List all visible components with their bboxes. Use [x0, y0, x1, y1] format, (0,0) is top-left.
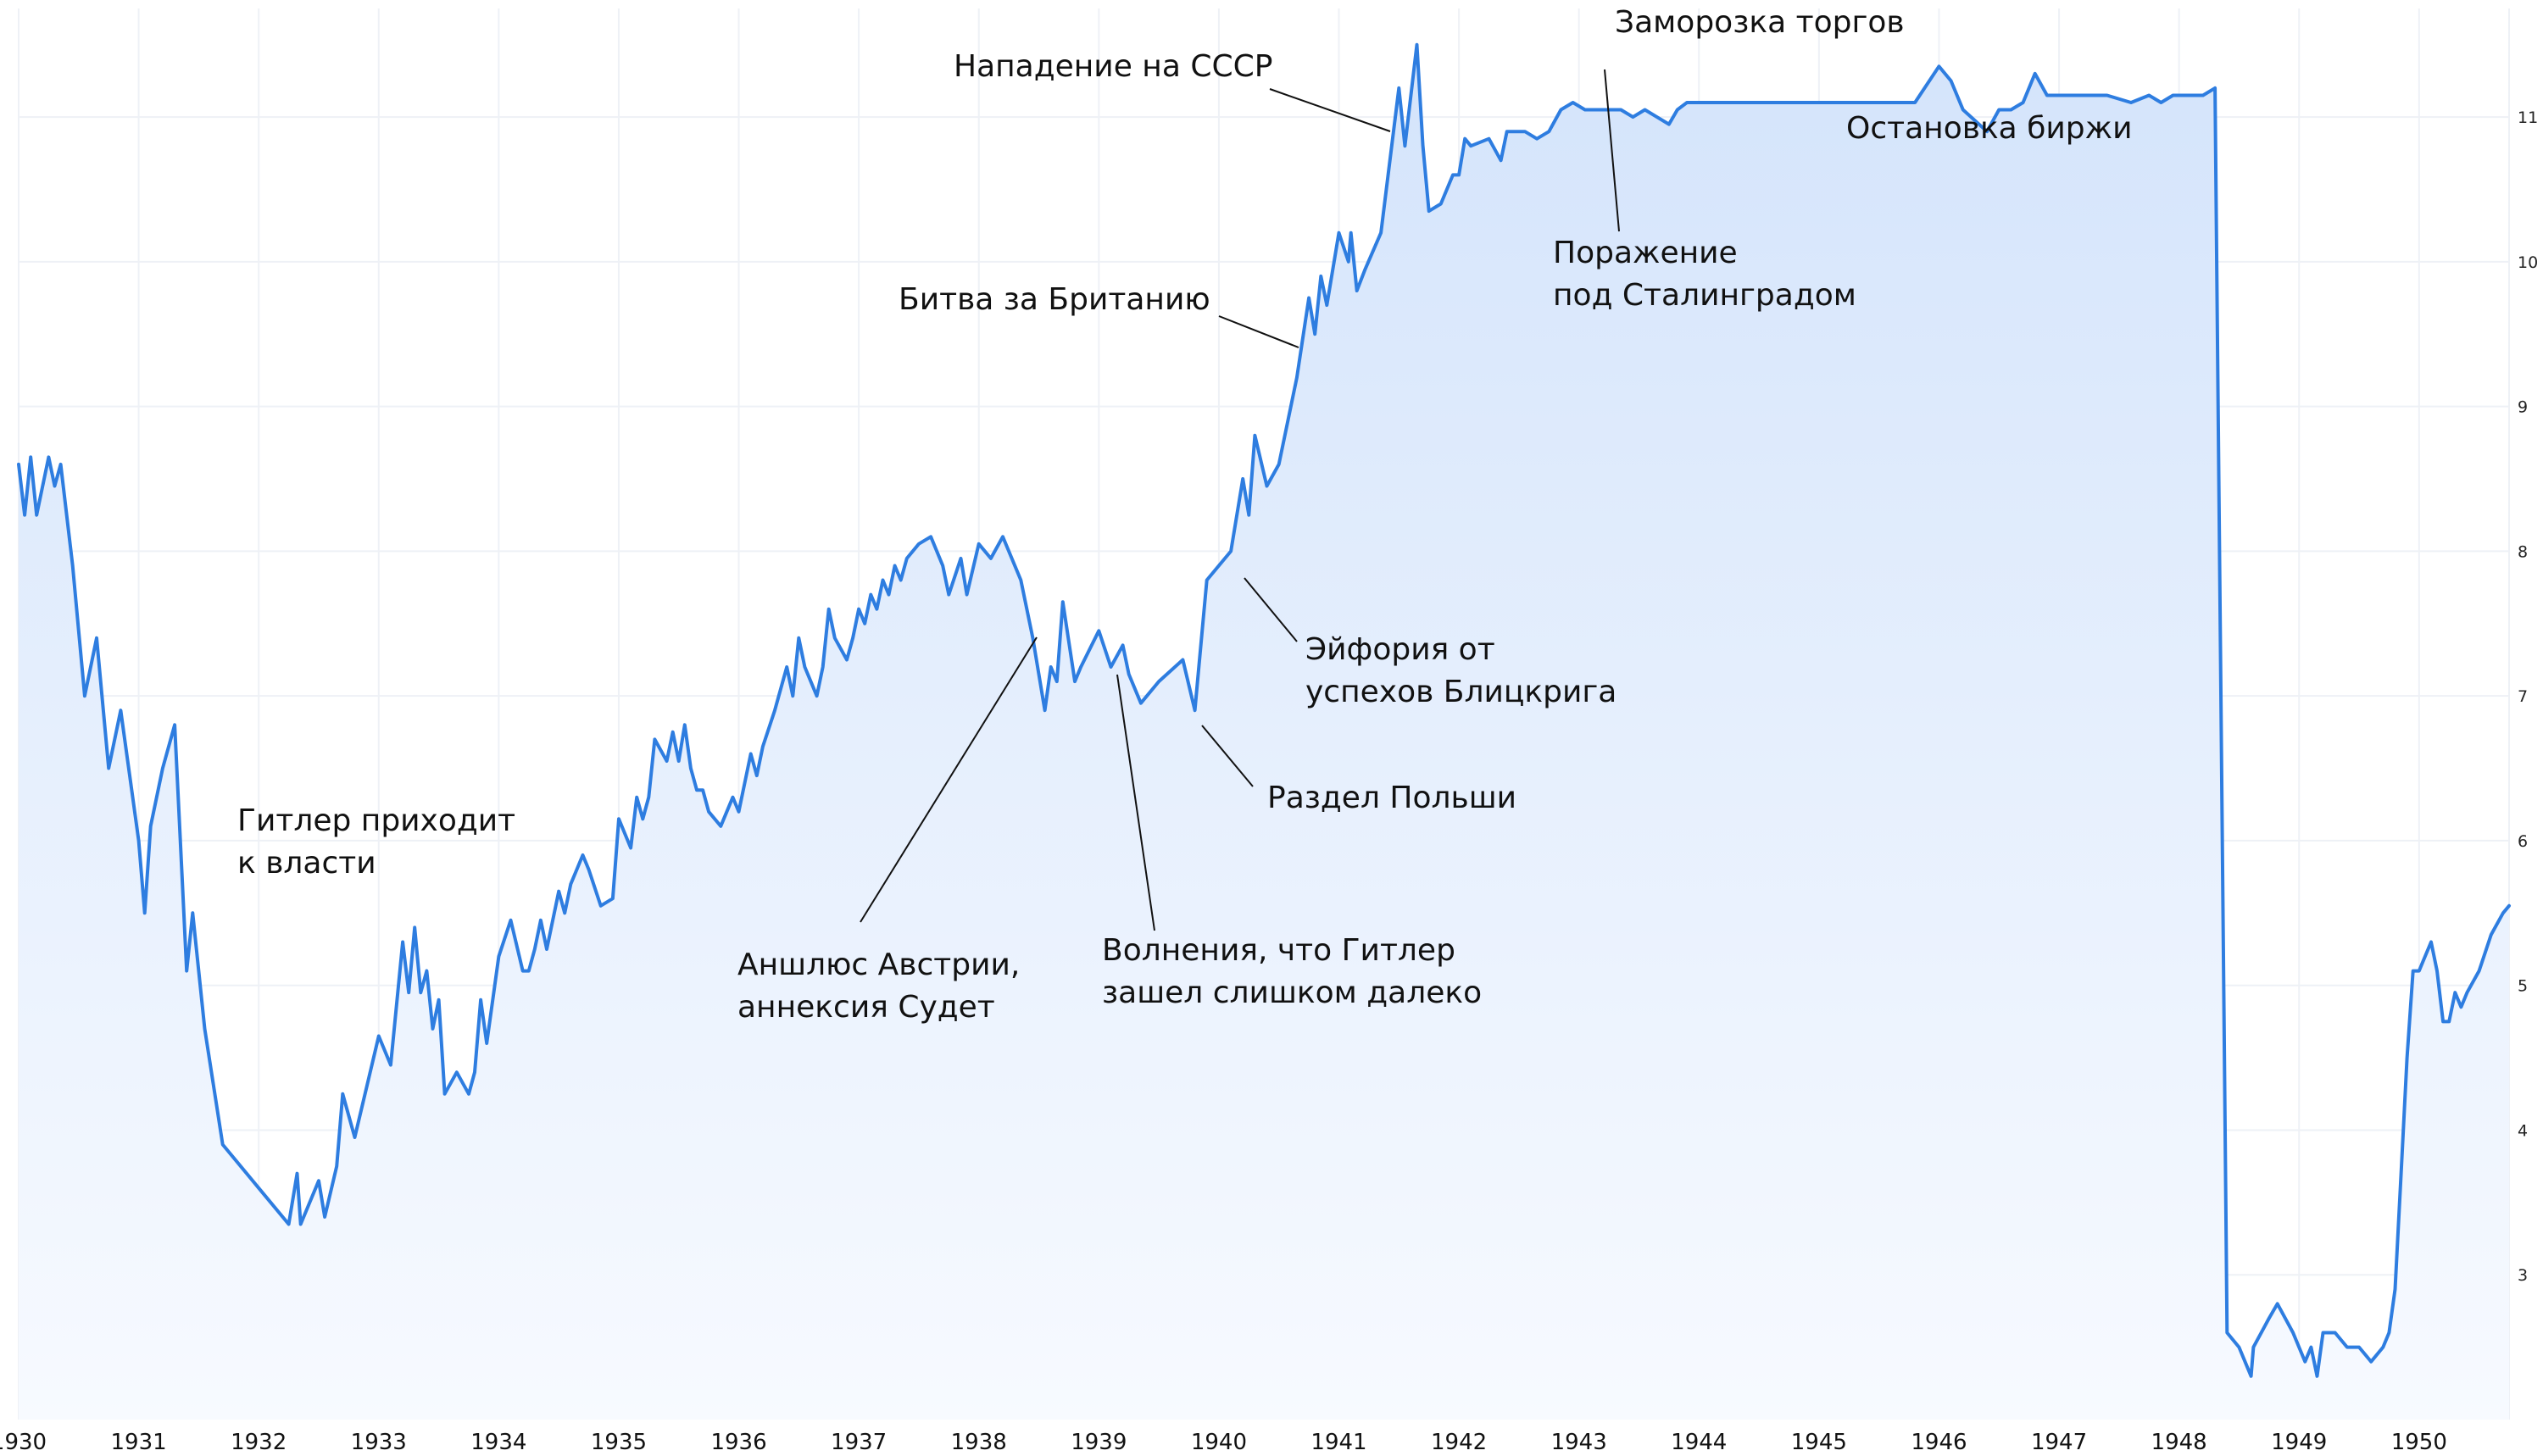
- x-tick-label: 1942: [1431, 1430, 1487, 1455]
- annotation-label: Гитлер приходит к власти: [237, 803, 515, 881]
- y-tick-label: 3: [2518, 1266, 2528, 1285]
- x-tick-label: 1939: [1071, 1430, 1127, 1455]
- y-tick-label: 5: [2518, 977, 2528, 996]
- x-tick-label: 1935: [591, 1430, 647, 1455]
- series-area: [19, 44, 2509, 1420]
- annotation-label: Битва за Британию: [899, 282, 1210, 317]
- annotation-label: Остановка биржи: [1846, 111, 2132, 146]
- x-tick-label: 1940: [1191, 1430, 1247, 1455]
- y-tick-label: 7: [2518, 687, 2528, 706]
- annotation-leader-line: [1201, 725, 1254, 787]
- x-tick-label: 1946: [1911, 1430, 1967, 1455]
- annotation-leaders: [860, 69, 1620, 931]
- annotation-leader-line: [1604, 69, 1620, 232]
- annotation-label: Аншлюс Австрии, аннексия Судет: [737, 948, 1020, 1025]
- x-tick-label: 1944: [1671, 1430, 1727, 1455]
- annotation-label: Нападение на СССР: [954, 49, 1272, 84]
- annotation-leader-line: [860, 636, 1038, 923]
- x-tick-label: 1938: [951, 1430, 1007, 1455]
- x-tick-label: 1949: [2271, 1430, 2327, 1455]
- x-tick-label: 1950: [2391, 1430, 2447, 1455]
- annotation-label: Заморозка торгов: [1615, 5, 1905, 40]
- x-tick-label: 1947: [2031, 1430, 2087, 1455]
- x-tick-label: 1943: [1551, 1430, 1607, 1455]
- series-line: [17, 42, 2511, 1378]
- annotation-label: Эйфория от успехов Блицкрига: [1305, 632, 1617, 709]
- annotation-leader-line: [1244, 577, 1298, 642]
- x-tick-label: 1945: [1791, 1430, 1847, 1455]
- y-tick-label: 9: [2518, 398, 2528, 417]
- x-tick-label: 1932: [231, 1430, 287, 1455]
- y-tick-label: 4: [2518, 1121, 2528, 1140]
- x-tick-label: 1936: [710, 1430, 766, 1455]
- x-tick-label: 1934: [470, 1430, 526, 1455]
- x-tick-label: 1933: [351, 1430, 407, 1455]
- x-tick-label: 1937: [831, 1430, 887, 1455]
- x-tick-label: 1948: [2151, 1430, 2207, 1455]
- annotation-label: Поражение под Сталинградом: [1553, 236, 1856, 313]
- annotations: Гитлер приходит к власти Аншлюс Австрии, ан…: [237, 5, 2132, 1025]
- y-axis: 3 4 5 6 7 8 9 10 11: [2518, 108, 2538, 1285]
- y-tick-label: 6: [2518, 832, 2528, 851]
- y-tick-label: 11: [2518, 108, 2538, 127]
- area-layer: [17, 42, 2511, 1420]
- x-axis: 1930 1931 1932 1933 1934 1935 1936 1937 1938 1939…: [0, 1430, 2447, 1455]
- annotation-label: Волнения, что Гитлер зашел слишком далеко: [1102, 933, 1482, 1010]
- annotation-leader-line: [1116, 674, 1155, 931]
- annotation-leader-line: [1269, 88, 1391, 132]
- y-tick-label: 10: [2518, 253, 2538, 272]
- x-tick-label: 1931: [111, 1430, 167, 1455]
- x-tick-label: 1930: [0, 1430, 47, 1455]
- annotation-leader-line: [1218, 315, 1299, 348]
- y-tick-label: 8: [2518, 542, 2528, 561]
- annotation-label: Раздел Польши: [1267, 781, 1516, 815]
- x-tick-label: 1941: [1310, 1430, 1366, 1455]
